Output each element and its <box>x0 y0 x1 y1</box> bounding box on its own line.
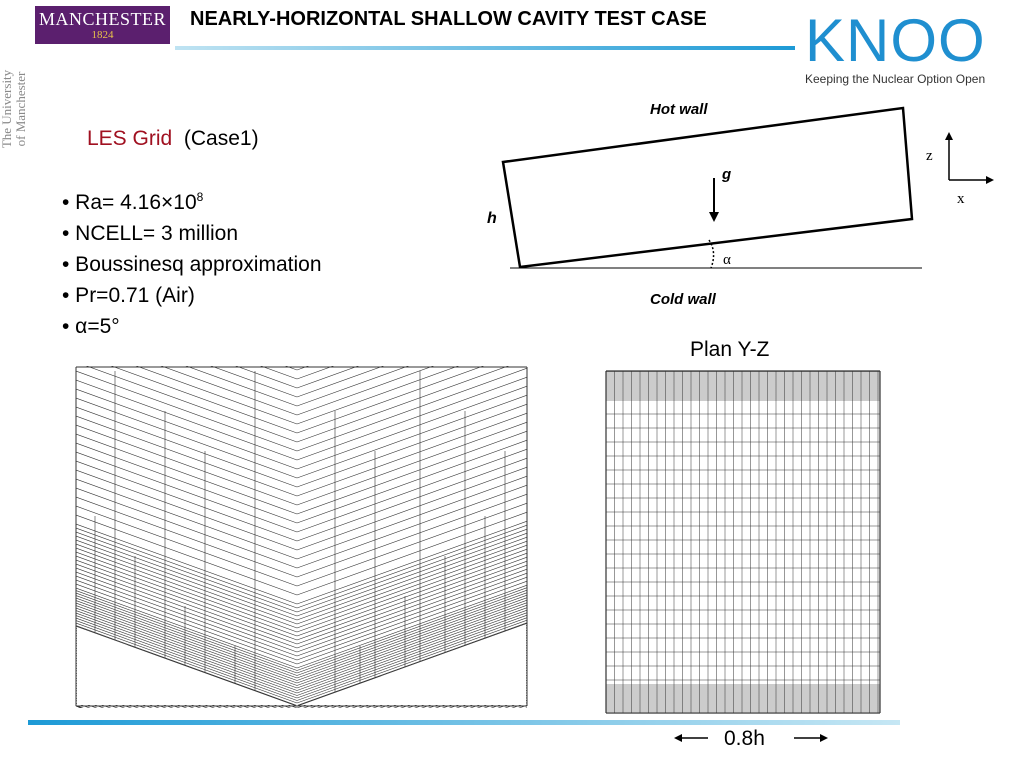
manchester-logo-name: MANCHESTER <box>38 9 166 29</box>
university-vertical-text: The University of Manchester <box>0 49 28 169</box>
grid-heading-case: (Case1) <box>183 127 259 150</box>
angle-arc <box>708 239 715 269</box>
z-axis-label: z <box>926 148 933 164</box>
z-axis-arrowhead <box>945 132 953 140</box>
parameter-list: • Ra= 4.16×108 • NCELL= 3 million • Bous… <box>62 182 322 342</box>
plan-yz-label: Plan Y-Z <box>690 338 770 361</box>
manchester-logo: MANCHESTER 1824 <box>35 6 170 44</box>
scale-label: 0.8h <box>724 727 765 750</box>
scale-arrow-left-icon <box>674 734 708 742</box>
title-rule <box>175 46 795 50</box>
cavity-outline <box>501 106 914 269</box>
bullet-boussinesq: • Boussinesq approximation <box>62 253 322 276</box>
hot-wall-label: Hot wall <box>650 101 708 118</box>
bullet-pr: • Pr=0.71 (Air) <box>62 284 195 307</box>
gravity-label: g <box>721 166 731 183</box>
university-line-1: The University <box>0 69 14 149</box>
gravity-arrow-head <box>709 212 719 222</box>
bullet-ncell: • NCELL= 3 million <box>62 222 239 245</box>
height-label: h <box>487 210 497 227</box>
knoo-logo-tagline: Keeping the Nuclear Option Open <box>805 72 986 86</box>
knoo-logo: KNOO Keeping the Nuclear Option Open <box>805 7 986 87</box>
knoo-logo-word: KNOO <box>805 7 986 74</box>
cavity-diagram: Hot wall Cold wall g h α z x <box>487 101 994 308</box>
grid-heading: LES Grid (Case1) <box>87 127 259 151</box>
footer-rule <box>28 720 900 725</box>
scale-arrow-right-icon <box>794 734 828 742</box>
university-line-2: of Manchester <box>13 71 28 147</box>
bullet-alpha: • α=5° <box>62 315 120 338</box>
les-grid-yz-mesh <box>605 370 881 714</box>
angle-label: α <box>723 252 731 268</box>
bullet-ra-text: • Ra= 4.16×10 <box>62 191 197 214</box>
slide-title: NEARLY-HORIZONTAL SHALLOW CAVITY TEST CA… <box>190 8 707 30</box>
cold-wall-label: Cold wall <box>650 291 717 308</box>
manchester-logo-year: 1824 <box>91 29 114 41</box>
x-axis-label: x <box>957 191 965 207</box>
bullet-ra: • Ra= 4.16×108 <box>62 182 322 218</box>
x-axis-arrowhead <box>986 176 994 184</box>
bullet-ra-exponent: 8 <box>196 190 204 204</box>
grid-heading-label: LES Grid <box>87 127 173 150</box>
les-grid-xz-mesh <box>75 366 528 708</box>
